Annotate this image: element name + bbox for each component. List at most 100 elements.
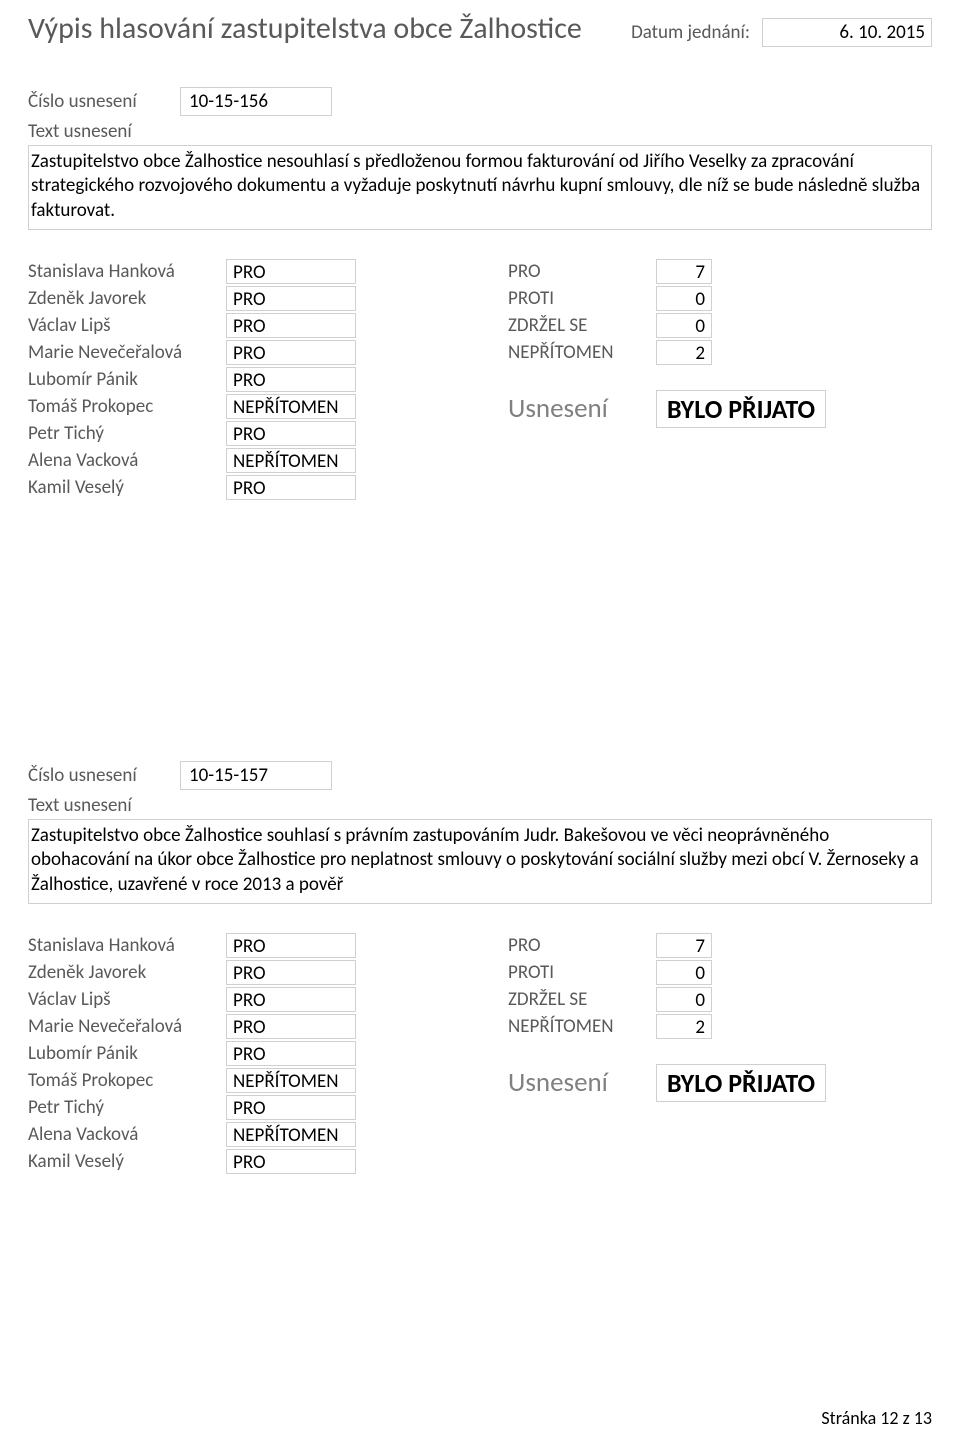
member-name: Lubomír Pánik: [28, 368, 226, 391]
individual-votes: Stanislava HankováPROZdeněk JavorekPROVá…: [28, 932, 508, 1175]
summary-count: 0: [656, 313, 712, 338]
summary-count: 2: [656, 1014, 712, 1039]
resolution-block: Číslo usnesení10-15-157 Text usneseníZast…: [28, 761, 932, 1175]
page-title: Výpis hlasování zastupitelstva obce Žalh…: [28, 10, 631, 47]
vote-row: Stanislava HankováPRO: [28, 932, 508, 959]
member-name: Václav Lipš: [28, 988, 226, 1011]
summary-count: 7: [656, 933, 712, 958]
summary-row: PROTI0: [508, 285, 932, 312]
result-label: Usnesení: [508, 392, 656, 425]
summary-count: 2: [656, 340, 712, 365]
summary-row: PRO7: [508, 932, 932, 959]
member-name: Václav Lipš: [28, 314, 226, 337]
vote-row: Tomáš ProkopecNEPŘÍTOMEN: [28, 393, 508, 420]
vote-row: Stanislava HankováPRO: [28, 258, 508, 285]
member-vote: NEPŘÍTOMEN: [226, 394, 356, 419]
vote-row: Kamil VeselýPRO: [28, 474, 508, 501]
page: Výpis hlasování zastupitelstva obce Žalh…: [0, 0, 960, 1445]
individual-votes: Stanislava HankováPROZdeněk JavorekPROVá…: [28, 258, 508, 501]
summary-label: ZDRŽEL SE: [508, 314, 656, 337]
member-vote: NEPŘÍTOMEN: [226, 448, 356, 473]
vote-row: Zdeněk JavorekPRO: [28, 285, 508, 312]
member-vote: PRO: [226, 286, 356, 311]
resolution-text: Zastupitelstvo obce Žalhostice souhlasí …: [28, 819, 932, 904]
header-row: Výpis hlasování zastupitelstva obce Žalh…: [28, 10, 932, 47]
resolution-text: Zastupitelstvo obce Žalhostice nesouhlas…: [28, 145, 932, 230]
summary-label: PROTI: [508, 287, 656, 310]
vote-row: Marie NevečeřalováPRO: [28, 1013, 508, 1040]
vote-row: Václav LipšPRO: [28, 986, 508, 1013]
member-name: Petr Tichý: [28, 422, 226, 445]
vote-summary: PRO7PROTI0ZDRŽEL SE0NEPŘÍTOMEN2UsneseníB…: [508, 932, 932, 1175]
member-vote: PRO: [226, 1095, 356, 1120]
member-name: Kamil Veselý: [28, 476, 226, 499]
summary-row: ZDRŽEL SE0: [508, 986, 932, 1013]
member-name: Alena Vacková: [28, 1123, 226, 1146]
member-name: Kamil Veselý: [28, 1150, 226, 1173]
summary-label: PROTI: [508, 961, 656, 984]
vote-row: Zdeněk JavorekPRO: [28, 959, 508, 986]
resolution-number-row: Číslo usnesení10-15-156: [28, 87, 932, 116]
member-name: Marie Nevečeřalová: [28, 1015, 226, 1038]
member-name: Zdeněk Javorek: [28, 961, 226, 984]
resolution-number-value: 10-15-156: [180, 87, 332, 116]
vote-row: Petr TichýPRO: [28, 1094, 508, 1121]
result-value: BYLO PŘIJATO: [656, 1064, 826, 1102]
member-vote: PRO: [226, 475, 356, 500]
member-vote: PRO: [226, 987, 356, 1012]
summary-row: NEPŘÍTOMEN2: [508, 1013, 932, 1040]
member-vote: PRO: [226, 340, 356, 365]
resolution-number-label: Číslo usnesení: [28, 764, 180, 787]
page-footer: Stránka 12 z 13: [821, 1407, 932, 1429]
member-name: Lubomír Pánik: [28, 1042, 226, 1065]
summary-count: 7: [656, 259, 712, 284]
resolution-text-label: Text usnesení: [28, 120, 932, 143]
member-name: Alena Vacková: [28, 449, 226, 472]
resolution-block: Číslo usnesení10-15-156 Text usneseníZast…: [28, 87, 932, 501]
member-vote: PRO: [226, 313, 356, 338]
summary-label: NEPŘÍTOMEN: [508, 1015, 656, 1038]
summary-count: 0: [656, 286, 712, 311]
member-vote: PRO: [226, 367, 356, 392]
member-name: Tomáš Prokopec: [28, 1069, 226, 1092]
member-name: Stanislava Hanková: [28, 260, 226, 283]
vote-row: Alena VackováNEPŘÍTOMEN: [28, 447, 508, 474]
vote-row: Václav LipšPRO: [28, 312, 508, 339]
date-value: 6. 10. 2015: [762, 18, 932, 47]
member-name: Tomáš Prokopec: [28, 395, 226, 418]
resolution-number-label: Číslo usnesení: [28, 90, 180, 113]
summary-count: 0: [656, 987, 712, 1012]
vote-row: Marie NevečeřalováPRO: [28, 339, 508, 366]
vote-area: Stanislava HankováPROZdeněk JavorekPROVá…: [28, 932, 932, 1175]
summary-label: PRO: [508, 934, 656, 957]
vote-row: Alena VackováNEPŘÍTOMEN: [28, 1121, 508, 1148]
vote-row: Petr TichýPRO: [28, 420, 508, 447]
summary-count: 0: [656, 960, 712, 985]
blocks-container: Číslo usnesení10-15-156Text usneseníZast…: [28, 87, 932, 1175]
member-name: Zdeněk Javorek: [28, 287, 226, 310]
vote-row: Tomáš ProkopecNEPŘÍTOMEN: [28, 1067, 508, 1094]
member-name: Petr Tichý: [28, 1096, 226, 1119]
member-vote: NEPŘÍTOMEN: [226, 1122, 356, 1147]
summary-label: ZDRŽEL SE: [508, 988, 656, 1011]
summary-row: PRO7: [508, 258, 932, 285]
vote-row: Lubomír PánikPRO: [28, 366, 508, 393]
member-name: Marie Nevečeřalová: [28, 341, 226, 364]
member-vote: PRO: [226, 259, 356, 284]
member-name: Stanislava Hanková: [28, 934, 226, 957]
date-label: Datum jednání:: [631, 21, 750, 44]
vote-area: Stanislava HankováPROZdeněk JavorekPROVá…: [28, 258, 932, 501]
result-value: BYLO PŘIJATO: [656, 390, 826, 428]
vote-summary: PRO7PROTI0ZDRŽEL SE0NEPŘÍTOMEN2UsneseníB…: [508, 258, 932, 501]
member-vote: PRO: [226, 1149, 356, 1174]
result-row: UsneseníBYLO PŘIJATO: [508, 390, 932, 428]
result-label: Usnesení: [508, 1066, 656, 1099]
vote-row: Lubomír PánikPRO: [28, 1040, 508, 1067]
resolution-text-label: Text usnesení: [28, 794, 932, 817]
member-vote: PRO: [226, 1014, 356, 1039]
member-vote: PRO: [226, 1041, 356, 1066]
member-vote: PRO: [226, 421, 356, 446]
resolution-number-row: Číslo usnesení10-15-157: [28, 761, 932, 790]
summary-row: NEPŘÍTOMEN2: [508, 339, 932, 366]
member-vote: PRO: [226, 960, 356, 985]
